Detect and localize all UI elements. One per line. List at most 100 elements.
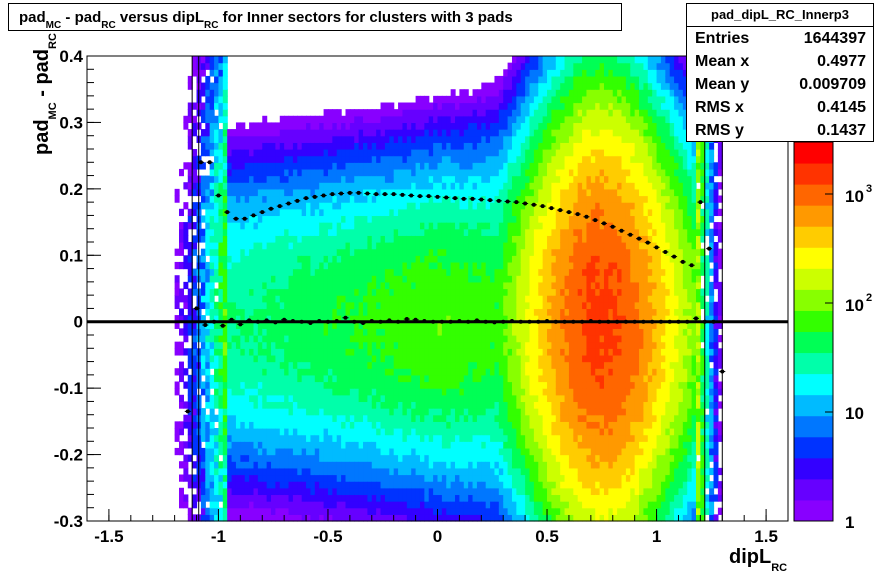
heatmap-cell xyxy=(415,461,421,469)
heatmap-cell xyxy=(227,514,233,522)
heatmap-cell xyxy=(284,235,290,243)
heatmap-cell xyxy=(363,467,368,476)
heatmap-cell xyxy=(441,195,447,203)
heatmap-cell xyxy=(525,215,531,223)
heatmap-cell xyxy=(503,175,509,183)
heatmap-cell xyxy=(507,155,513,163)
heatmap-cell xyxy=(520,89,526,97)
heatmap-cell xyxy=(507,501,513,509)
heatmap-cell xyxy=(249,295,255,303)
heatmap-cell xyxy=(240,335,246,343)
heatmap-cell xyxy=(214,428,220,436)
heatmap-cell xyxy=(354,228,360,236)
heatmap-cell xyxy=(358,348,364,356)
heatmap-cell xyxy=(240,281,246,290)
heatmap-cell xyxy=(336,129,342,137)
heatmap-cell xyxy=(494,248,500,256)
heatmap-cell xyxy=(525,115,531,124)
heatmap-cell xyxy=(472,501,478,509)
heatmap-cell xyxy=(424,295,430,303)
heatmap-cell xyxy=(297,421,303,429)
heatmap-cell xyxy=(358,129,364,137)
heatmap-cell xyxy=(174,295,180,303)
heatmap-cell xyxy=(498,75,504,84)
heatmap-cell xyxy=(349,288,355,296)
heatmap-cell xyxy=(433,481,439,489)
heatmap-cell xyxy=(345,281,351,290)
heatmap-cell xyxy=(209,168,215,177)
heatmap-cell xyxy=(428,135,434,143)
heatmap-cell xyxy=(200,461,206,469)
heatmap-cell xyxy=(257,281,263,290)
heatmap-cell xyxy=(437,428,443,436)
heatmap-cell xyxy=(214,248,220,256)
heatmap-cell xyxy=(253,202,259,210)
heatmap-cell xyxy=(349,182,355,190)
heatmap-cell xyxy=(266,361,272,369)
heatmap-cell xyxy=(459,288,465,296)
heatmap-cell xyxy=(266,354,272,363)
heatmap-cell xyxy=(192,501,198,509)
heatmap-cell xyxy=(231,494,237,502)
heatmap-cell xyxy=(314,242,320,250)
heatmap-cell xyxy=(490,474,496,482)
heatmap-cell xyxy=(323,308,329,316)
heatmap-cell xyxy=(218,135,224,143)
heatmap-cell xyxy=(354,142,360,150)
heatmap-cell xyxy=(494,501,500,509)
heatmap-cell xyxy=(503,315,509,323)
heatmap-cell xyxy=(336,308,342,316)
heatmap-cell xyxy=(240,348,246,356)
heatmap-cell xyxy=(271,315,276,323)
heatmap-cell xyxy=(222,447,228,456)
heatmap-cell xyxy=(275,408,281,416)
heatmap-cell xyxy=(441,248,447,256)
heatmap-cell xyxy=(222,361,228,369)
heatmap-cell xyxy=(520,474,526,482)
heatmap-cell xyxy=(511,408,517,416)
heatmap-cell xyxy=(345,162,351,170)
heatmap-cell xyxy=(525,195,531,203)
heatmap-cell xyxy=(310,142,316,150)
heatmap-cell xyxy=(222,474,228,482)
heatmap-cell xyxy=(205,235,211,243)
heatmap-cell xyxy=(314,208,320,217)
heatmap-cell xyxy=(415,135,421,143)
heatmap-cell xyxy=(297,447,303,456)
heatmap-cell xyxy=(306,321,312,329)
heatmap-cell xyxy=(468,142,474,150)
heatmap-cell xyxy=(319,481,325,489)
heatmap-cell xyxy=(209,202,215,210)
heatmap-cell xyxy=(367,129,373,137)
heatmap-cell xyxy=(459,109,465,117)
heatmap-cell xyxy=(376,122,382,130)
heatmap-cell xyxy=(367,315,373,323)
heatmap-cell xyxy=(494,507,500,515)
heatmap-cell xyxy=(323,188,329,197)
heatmap-cell xyxy=(503,89,509,97)
heatmap-cell xyxy=(363,315,368,323)
heatmap-cell xyxy=(455,447,461,456)
heatmap-cell xyxy=(244,408,250,416)
heatmap-cell xyxy=(214,487,220,496)
heatmap-cell xyxy=(398,321,404,329)
heatmap-cell xyxy=(433,301,439,310)
heatmap-cell xyxy=(354,341,360,349)
heatmap-cell xyxy=(446,255,452,263)
heatmap-cell xyxy=(498,122,504,130)
heatmap-cell xyxy=(384,109,390,117)
heatmap-cell xyxy=(468,155,474,163)
heatmap-cell xyxy=(419,321,425,329)
heatmap-cell xyxy=(284,215,290,223)
heatmap-cell xyxy=(503,461,509,469)
heatmap-cell xyxy=(384,361,390,369)
heatmap-cell xyxy=(490,348,496,356)
heatmap-cell xyxy=(179,428,184,436)
heatmap-cell xyxy=(179,235,184,243)
heatmap-cell xyxy=(323,202,329,210)
heatmap-cell xyxy=(406,202,412,210)
heatmap-cell xyxy=(363,461,368,469)
heatmap-cell xyxy=(459,129,465,137)
heatmap-cell xyxy=(529,401,535,409)
heatmap-cell xyxy=(301,268,307,276)
